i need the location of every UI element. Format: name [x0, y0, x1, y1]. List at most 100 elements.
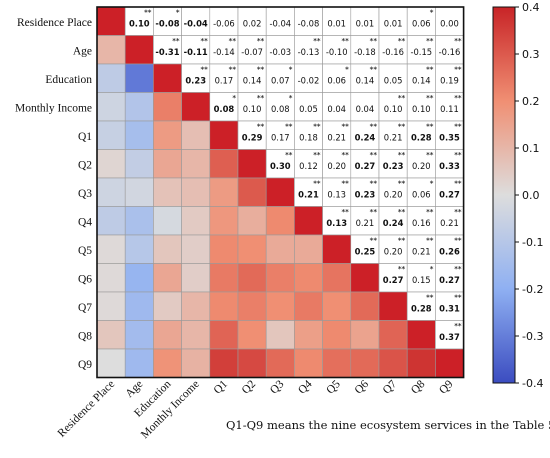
significance-stars: **	[370, 37, 378, 45]
heatmap-cell	[153, 6, 182, 36]
heatmap-cell	[181, 320, 211, 350]
significance-stars: **	[370, 123, 378, 131]
heatmap-cell	[153, 206, 182, 236]
cell-value-label: 0.24	[355, 132, 376, 142]
cell-value-label: 0.20	[384, 246, 403, 256]
significance-stars: **	[370, 180, 378, 188]
heatmap-cell	[350, 92, 380, 122]
significance-stars: **	[454, 265, 462, 273]
heatmap-cell	[294, 263, 323, 293]
cell-value-label: 0.21	[384, 132, 403, 142]
row-label: Residence Place	[17, 17, 92, 29]
cell-value-label: -0.03	[269, 47, 291, 57]
heatmap-cell	[378, 234, 408, 264]
cell-value-label: 0.15	[412, 275, 431, 285]
significance-stars: *	[289, 66, 293, 74]
row-label: Q6	[78, 273, 92, 285]
significance-stars: **	[313, 180, 321, 188]
cell-value-label: 0.08	[214, 104, 235, 114]
significance-stars: **	[341, 37, 349, 45]
row-label: Q1	[78, 131, 92, 143]
significance-stars: **	[398, 180, 406, 188]
column-label: Q2	[240, 378, 259, 397]
heatmap-cell	[265, 263, 295, 293]
significance-stars: *	[176, 9, 180, 17]
heatmap-cell	[237, 120, 267, 150]
heatmap-cell	[378, 120, 408, 150]
cell-value-label: -0.18	[354, 47, 376, 57]
cell-value-label: 0.11	[440, 104, 459, 114]
cell-value-label: 0.14	[412, 75, 431, 85]
heatmap-cell	[294, 234, 323, 264]
heatmap-cell	[96, 177, 126, 207]
cell-value-label: 0.20	[327, 161, 346, 171]
heatmap-cell	[350, 263, 380, 293]
row-label: Q3	[78, 188, 92, 200]
heatmap-cell	[209, 348, 239, 378]
heatmap-cell	[435, 206, 464, 236]
colorbar-tick-label: -0.2	[522, 283, 543, 296]
heatmap-cell	[378, 320, 408, 350]
heatmap-cell	[435, 291, 464, 321]
cell-value-label: 0.21	[440, 218, 459, 228]
cell-value-label: -0.10	[326, 47, 348, 57]
significance-stars: **	[398, 208, 406, 216]
heatmap-cell	[209, 120, 239, 150]
cell-value-label: 0.28	[411, 132, 432, 142]
heatmap-cell	[237, 320, 267, 350]
heatmap-cell	[265, 206, 295, 236]
colorbar-tick-label: -0.1	[522, 236, 543, 249]
heatmap-cell	[350, 120, 380, 150]
colorbar-tick-label: -0.4	[522, 377, 543, 390]
heatmap-cell	[181, 120, 211, 150]
heatmap-cell	[153, 177, 182, 207]
heatmap-cell	[96, 6, 126, 36]
heatmap-cell	[322, 149, 352, 179]
cell-value-label: 0.01	[327, 18, 346, 28]
row-label: Q2	[78, 159, 92, 171]
heatmap-cell	[181, 348, 211, 378]
row-label: Monthly Income	[15, 102, 92, 114]
cell-value-label: 0.37	[439, 332, 460, 342]
cell-value-label: 0.10	[243, 104, 262, 114]
significance-stars: **	[229, 37, 237, 45]
heatmap-cell	[237, 263, 267, 293]
heatmap-cell	[153, 120, 182, 150]
heatmap-cell	[294, 291, 323, 321]
heatmap-cell	[209, 291, 239, 321]
significance-stars: **	[454, 294, 462, 302]
significance-stars: **	[285, 123, 293, 131]
heatmap-cell	[265, 291, 295, 321]
cell-value-label: 0.30	[270, 161, 291, 171]
heatmap-cell	[237, 291, 267, 321]
colorbar-tick-label: -0.3	[522, 330, 543, 343]
heatmap-cell	[322, 177, 352, 207]
significance-stars: **	[398, 237, 406, 245]
significance-stars: **	[454, 151, 462, 159]
cell-value-label: -0.11	[184, 47, 208, 57]
cell-value-label: 0.29	[242, 132, 263, 142]
column-label: Q9	[437, 378, 456, 397]
cell-value-label: 0.10	[384, 104, 403, 114]
colorbar-tick-label: 0.3	[522, 48, 540, 61]
row-label: Q4	[78, 216, 92, 228]
heatmap-cell	[181, 234, 211, 264]
heatmap-cell	[435, 348, 464, 378]
heatmap-cell	[265, 348, 295, 378]
heatmap-cell	[124, 234, 154, 264]
heatmap-cell	[181, 35, 211, 65]
significance-stars: **	[398, 151, 406, 159]
heatmap-cell	[265, 35, 295, 65]
colorbar-tick-label: 0.4	[522, 1, 540, 14]
heatmap-cell	[350, 35, 380, 65]
cell-value-label: -0.08	[155, 18, 179, 28]
heatmap-cell	[435, 6, 464, 36]
heatmap-cell	[435, 234, 464, 264]
cell-value-label: -0.14	[213, 47, 235, 57]
heatmap-cell	[322, 320, 352, 350]
significance-stars: **	[398, 265, 406, 273]
significance-stars: **	[229, 66, 237, 74]
significance-stars: **	[454, 208, 462, 216]
heatmap-cell	[124, 120, 154, 150]
heatmap-cell	[378, 206, 408, 236]
